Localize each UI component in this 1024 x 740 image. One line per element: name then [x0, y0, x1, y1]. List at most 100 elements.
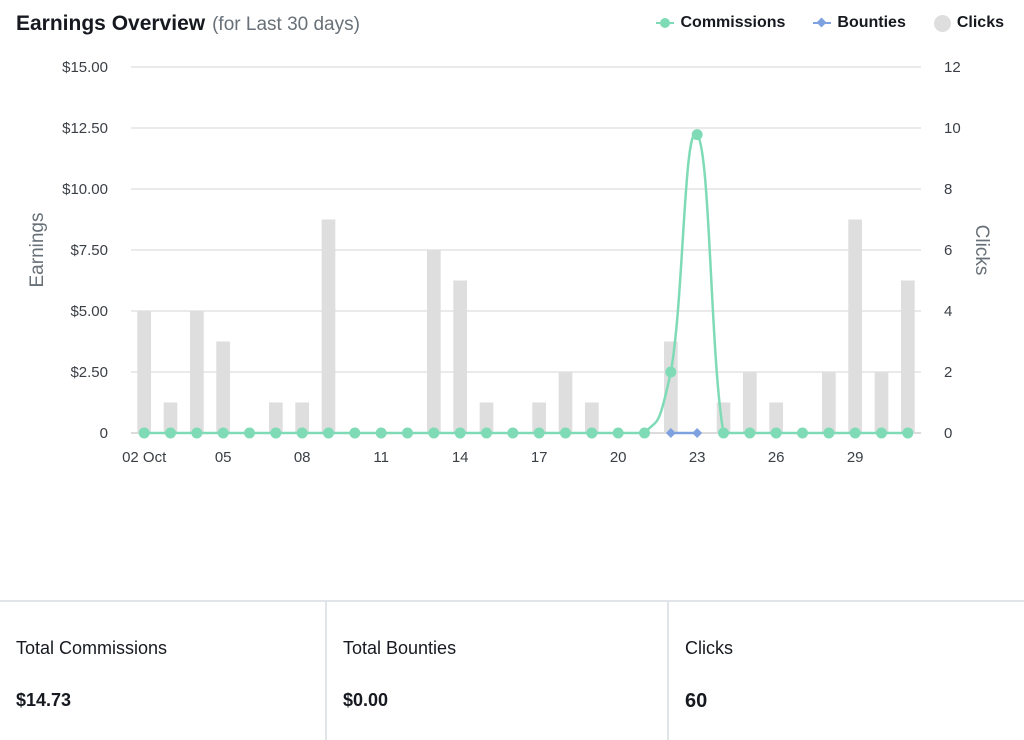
commissions-point: [507, 427, 519, 439]
clicks-bar: [848, 219, 863, 433]
commissions-point: [612, 427, 624, 439]
y-tick-label: $12.50: [62, 120, 108, 137]
commissions-point: [665, 366, 677, 378]
x-tick-label: 11: [373, 449, 389, 466]
clicks-bar: [584, 402, 599, 433]
stat-label: Clicks: [685, 638, 733, 658]
y-tick-label: $15.00: [62, 59, 108, 76]
y2-tick-label: 12: [944, 59, 961, 76]
chart-header: Earnings Overview (for Last 30 days): [16, 12, 360, 42]
clicks-bar: [874, 372, 889, 433]
y2-tick-label: 0: [944, 425, 952, 442]
stat-value: $0.00: [343, 690, 389, 710]
y-tick-label: 0: [100, 425, 108, 442]
x-tick-label: 17: [531, 449, 548, 466]
y-tick-label: $10.00: [62, 181, 108, 198]
y2-tick-label: 8: [944, 181, 952, 198]
commissions-point: [560, 427, 571, 439]
chart-title: Earnings Overview: [16, 12, 206, 35]
chart-subtitle: (for Last 30 days): [212, 14, 360, 35]
clicks-bar: [268, 402, 283, 433]
commissions-point: [744, 427, 756, 439]
commissions-point: [296, 427, 308, 439]
commissions-point: [270, 427, 282, 439]
legend-label-commissions: Commissions: [680, 14, 786, 31]
legend-item-clicks[interactable]: Clicks: [933, 14, 1004, 32]
commissions-point: [349, 427, 361, 439]
stat-value: $14.73: [16, 690, 72, 710]
clicks-bar: [189, 311, 204, 433]
clicks-bar: [216, 341, 231, 433]
commissions-point: [902, 427, 914, 439]
commissions-point: [691, 129, 703, 141]
commissions-line: [144, 132, 908, 435]
line-diamond-icon: [813, 16, 832, 30]
commissions-point: [244, 427, 255, 439]
stat-clicks: Clicks 60: [667, 602, 1024, 740]
legend-item-bounties[interactable]: Bounties: [813, 14, 906, 32]
commissions-point: [823, 427, 835, 439]
clicks-bar: [163, 402, 178, 433]
commissions-point: [876, 427, 887, 439]
legend-label-clicks: Clicks: [956, 14, 1004, 31]
commissions-point: [797, 427, 808, 439]
y-tick-label: $5.00: [70, 303, 108, 320]
clicks-bar: [321, 219, 336, 433]
x-tick-label: 02 Oct: [122, 449, 167, 466]
stat-total-bounties: Total Bounties $0.00: [325, 602, 667, 740]
clicks-bar: [769, 402, 784, 433]
commissions-point: [323, 427, 334, 439]
clicks-bar: [426, 250, 441, 433]
commissions-point: [770, 427, 782, 439]
stat-label: Total Bounties: [343, 638, 457, 658]
commissions-point: [586, 427, 598, 439]
commissions-point: [165, 427, 176, 439]
y2-axis-title: Clicks: [971, 225, 992, 276]
commissions-point: [428, 427, 440, 439]
circle-icon: [933, 14, 951, 32]
clicks-bar: [295, 402, 310, 433]
bounties-point: [692, 428, 703, 438]
stat-total-commissions: Total Commissions $14.73: [0, 602, 325, 740]
commissions-point: [533, 427, 545, 439]
commissions-point: [718, 427, 729, 439]
legend-item-commissions[interactable]: Commissions: [656, 14, 785, 32]
clicks-bar: [663, 341, 678, 433]
clicks-bar: [137, 311, 152, 433]
clicks-bar: [742, 372, 757, 433]
y-axis-title: Earnings: [27, 213, 48, 288]
y2-tick-label: 6: [944, 242, 952, 259]
commissions-point: [191, 427, 203, 439]
x-tick-label: 08: [294, 449, 311, 466]
line-dot-icon: [656, 16, 675, 30]
commissions-point: [138, 427, 150, 439]
y2-tick-label: 4: [944, 303, 952, 320]
commissions-point: [849, 427, 861, 439]
x-tick-label: 26: [768, 449, 785, 466]
y-tick-label: $7.50: [70, 242, 108, 259]
x-tick-label: 20: [610, 449, 627, 466]
clicks-bar: [558, 372, 573, 433]
clicks-bar: [821, 372, 836, 433]
stat-label: Total Commissions: [16, 638, 168, 658]
legend-label-bounties: Bounties: [837, 14, 906, 31]
earnings-chart: 0 0 $2.50 2 $5.00 4 $7.50 6 $10.00 8 $12.50 10 $15.0…: [27, 59, 992, 466]
x-tick-label: 23: [689, 449, 706, 466]
stat-value: 60: [685, 690, 708, 712]
commissions-point: [639, 427, 650, 439]
y2-tick-label: 10: [944, 120, 961, 137]
bounties-point: [665, 428, 676, 438]
x-tick-label: 05: [215, 449, 232, 466]
commissions-point: [375, 427, 387, 439]
commissions-point: [402, 427, 413, 439]
y2-tick-label: 2: [944, 364, 952, 381]
commissions-point: [481, 427, 492, 439]
stats-panel: Total Commissions $14.73 Total Bounties …: [0, 600, 1024, 740]
commissions-point: [217, 427, 229, 439]
x-tick-label: 14: [452, 449, 469, 466]
chart-legend: Commissions Bounties Clicks: [628, 14, 1004, 32]
x-tick-label: 29: [847, 449, 864, 466]
commissions-point: [454, 427, 466, 439]
clicks-bar: [532, 402, 547, 433]
clicks-bar: [453, 280, 468, 433]
